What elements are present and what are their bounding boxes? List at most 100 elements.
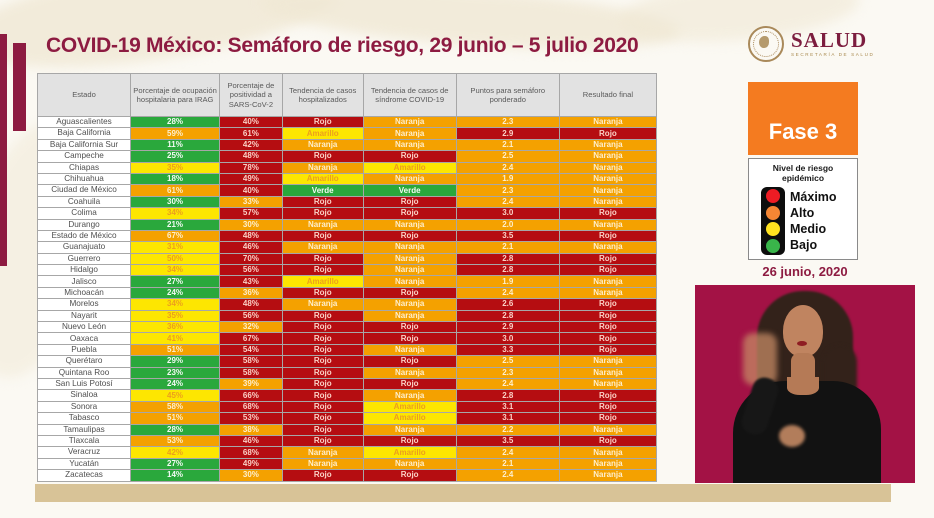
table-row: Zacatecas 14% 30% Rojo Rojo 2.4 Naranja [36, 469, 658, 482]
máximo-risk-light-icon [766, 189, 780, 204]
value-cell: 2.4 [455, 377, 560, 391]
value-cell: Amarillo [362, 400, 457, 414]
logo-name: SALUD [791, 28, 868, 53]
value-cell: 46% [219, 241, 283, 254]
value-cell: Naranja [362, 241, 457, 254]
value-cell: 3.0 [455, 332, 560, 345]
value-cell: Rojo [281, 377, 364, 391]
state-name: Guanajuato [36, 241, 132, 254]
value-cell: Naranja [558, 161, 658, 174]
value-cell: 2.3 [455, 366, 560, 380]
column-header: Tendencia de casos de síndrome COVID-19 [362, 73, 457, 117]
table-row: Colima 34% 57% Rojo Rojo 3.0 Rojo [36, 207, 658, 220]
column-header: Puntos para semáforo ponderado [455, 73, 560, 117]
value-cell: Rojo [281, 343, 364, 357]
value-cell: Rojo [558, 332, 658, 345]
value-cell: Rojo [558, 309, 658, 323]
value-cell: 25% [130, 150, 221, 163]
table-row: Baja California Sur 11% 42% Naranja Naranja 2… [36, 138, 658, 152]
value-cell: 30% [219, 218, 283, 231]
value-cell: Rojo [558, 412, 658, 425]
value-cell: Rojo [281, 423, 364, 436]
value-cell: 3.0 [455, 207, 560, 220]
value-cell: 23% [130, 366, 221, 380]
salud-logo: SALUD SECRETARÍA DE SALUD [748, 22, 918, 66]
value-cell: Naranja [362, 389, 457, 402]
column-header: Tendencia de casos hospitalizados [281, 73, 364, 117]
column-header: Porcentaje de positividad a SARS-CoV-2 [219, 73, 283, 117]
value-cell: 41% [130, 332, 221, 345]
value-cell: Rojo [558, 434, 658, 448]
value-cell: Rojo [281, 229, 364, 243]
value-cell: 58% [130, 400, 221, 414]
state-name: Sonora [36, 400, 132, 414]
value-cell: Rojo [362, 229, 457, 243]
value-cell: Naranja [558, 172, 658, 186]
logo-subtitle: SECRETARÍA DE SALUD [791, 52, 875, 58]
value-cell: 66% [219, 389, 283, 402]
value-cell: Naranja [558, 286, 658, 300]
table-row: Aguascalientes 28% 40% Rojo Naranja 2.3 Naranj… [36, 115, 658, 129]
state-name: Tlaxcala [36, 434, 132, 448]
table-row: Jalisco 27% 43% Amarillo Naranja 1.9 Naranja [36, 275, 658, 288]
value-cell: 50% [130, 252, 221, 266]
value-cell: 67% [130, 229, 221, 243]
value-cell: Rojo [558, 252, 658, 266]
value-cell: Rojo [281, 207, 364, 220]
value-cell: 58% [219, 366, 283, 380]
value-cell: Naranja [558, 275, 658, 288]
value-cell: 54% [219, 343, 283, 357]
bottom-bar [35, 484, 891, 502]
value-cell: 14% [130, 469, 221, 482]
value-cell: 53% [130, 434, 221, 448]
value-cell: Rojo [362, 207, 457, 220]
value-cell: 53% [219, 412, 283, 425]
value-cell: 2.8 [455, 389, 560, 402]
value-cell: 2.9 [455, 321, 560, 334]
value-cell: 27% [130, 275, 221, 288]
table-row: Baja California 59% 61% Amarillo Naranja 2.9 R… [36, 127, 658, 140]
value-cell: 11% [130, 138, 221, 152]
state-name: Guerrero [36, 252, 132, 266]
value-cell: Amarillo [362, 412, 457, 425]
date-label: 26 junio, 2020 [762, 264, 848, 279]
value-cell: 61% [219, 127, 283, 140]
state-name: Baja California Sur [36, 138, 132, 152]
title-accent-bar [13, 43, 26, 131]
value-cell: 2.8 [455, 252, 560, 266]
value-cell: 36% [130, 321, 221, 334]
value-cell: 2.6 [455, 298, 560, 311]
legend-title: Nivel de riesgo epidémico [772, 163, 834, 184]
value-cell: Rojo [558, 127, 658, 140]
value-cell: Naranja [281, 218, 364, 231]
state-name: Baja California [36, 127, 132, 140]
table-row: Oaxaca 41% 67% Rojo Rojo 3.0 Rojo [36, 332, 658, 345]
value-cell: Amarillo [281, 172, 364, 186]
state-name: Durango [36, 218, 132, 231]
state-name: Yucatán [36, 457, 132, 471]
value-cell: Naranja [362, 115, 457, 129]
value-cell: 45% [130, 389, 221, 402]
value-cell: 68% [219, 400, 283, 414]
value-cell: Rojo [281, 389, 364, 402]
value-cell: Naranja [362, 423, 457, 436]
value-cell: Rojo [558, 400, 658, 414]
state-name: Tabasco [36, 412, 132, 425]
value-cell: Rojo [362, 469, 457, 482]
value-cell: 48% [219, 150, 283, 163]
value-cell: 2.5 [455, 355, 560, 368]
value-cell: 21% [130, 218, 221, 231]
value-cell: Rojo [281, 321, 364, 334]
value-cell: Naranja [558, 138, 658, 152]
table-row: Morelos 34% 48% Naranja Naranja 2.6 Rojo [36, 298, 658, 311]
state-name: Coahuila [36, 195, 132, 209]
medio-risk-light-icon [766, 222, 780, 237]
table-row: Nuevo León 36% 32% Rojo Rojo 2.9 Rojo [36, 321, 658, 334]
value-cell: Naranja [362, 138, 457, 152]
state-name: Quintana Roo [36, 366, 132, 380]
value-cell: Rojo [281, 355, 364, 368]
table-row: Quintana Roo 23% 58% Rojo Naranja 2.3 Naranja [36, 366, 658, 380]
state-name: Estado de México [36, 229, 132, 243]
value-cell: Naranja [558, 366, 658, 380]
value-cell: Rojo [558, 298, 658, 311]
